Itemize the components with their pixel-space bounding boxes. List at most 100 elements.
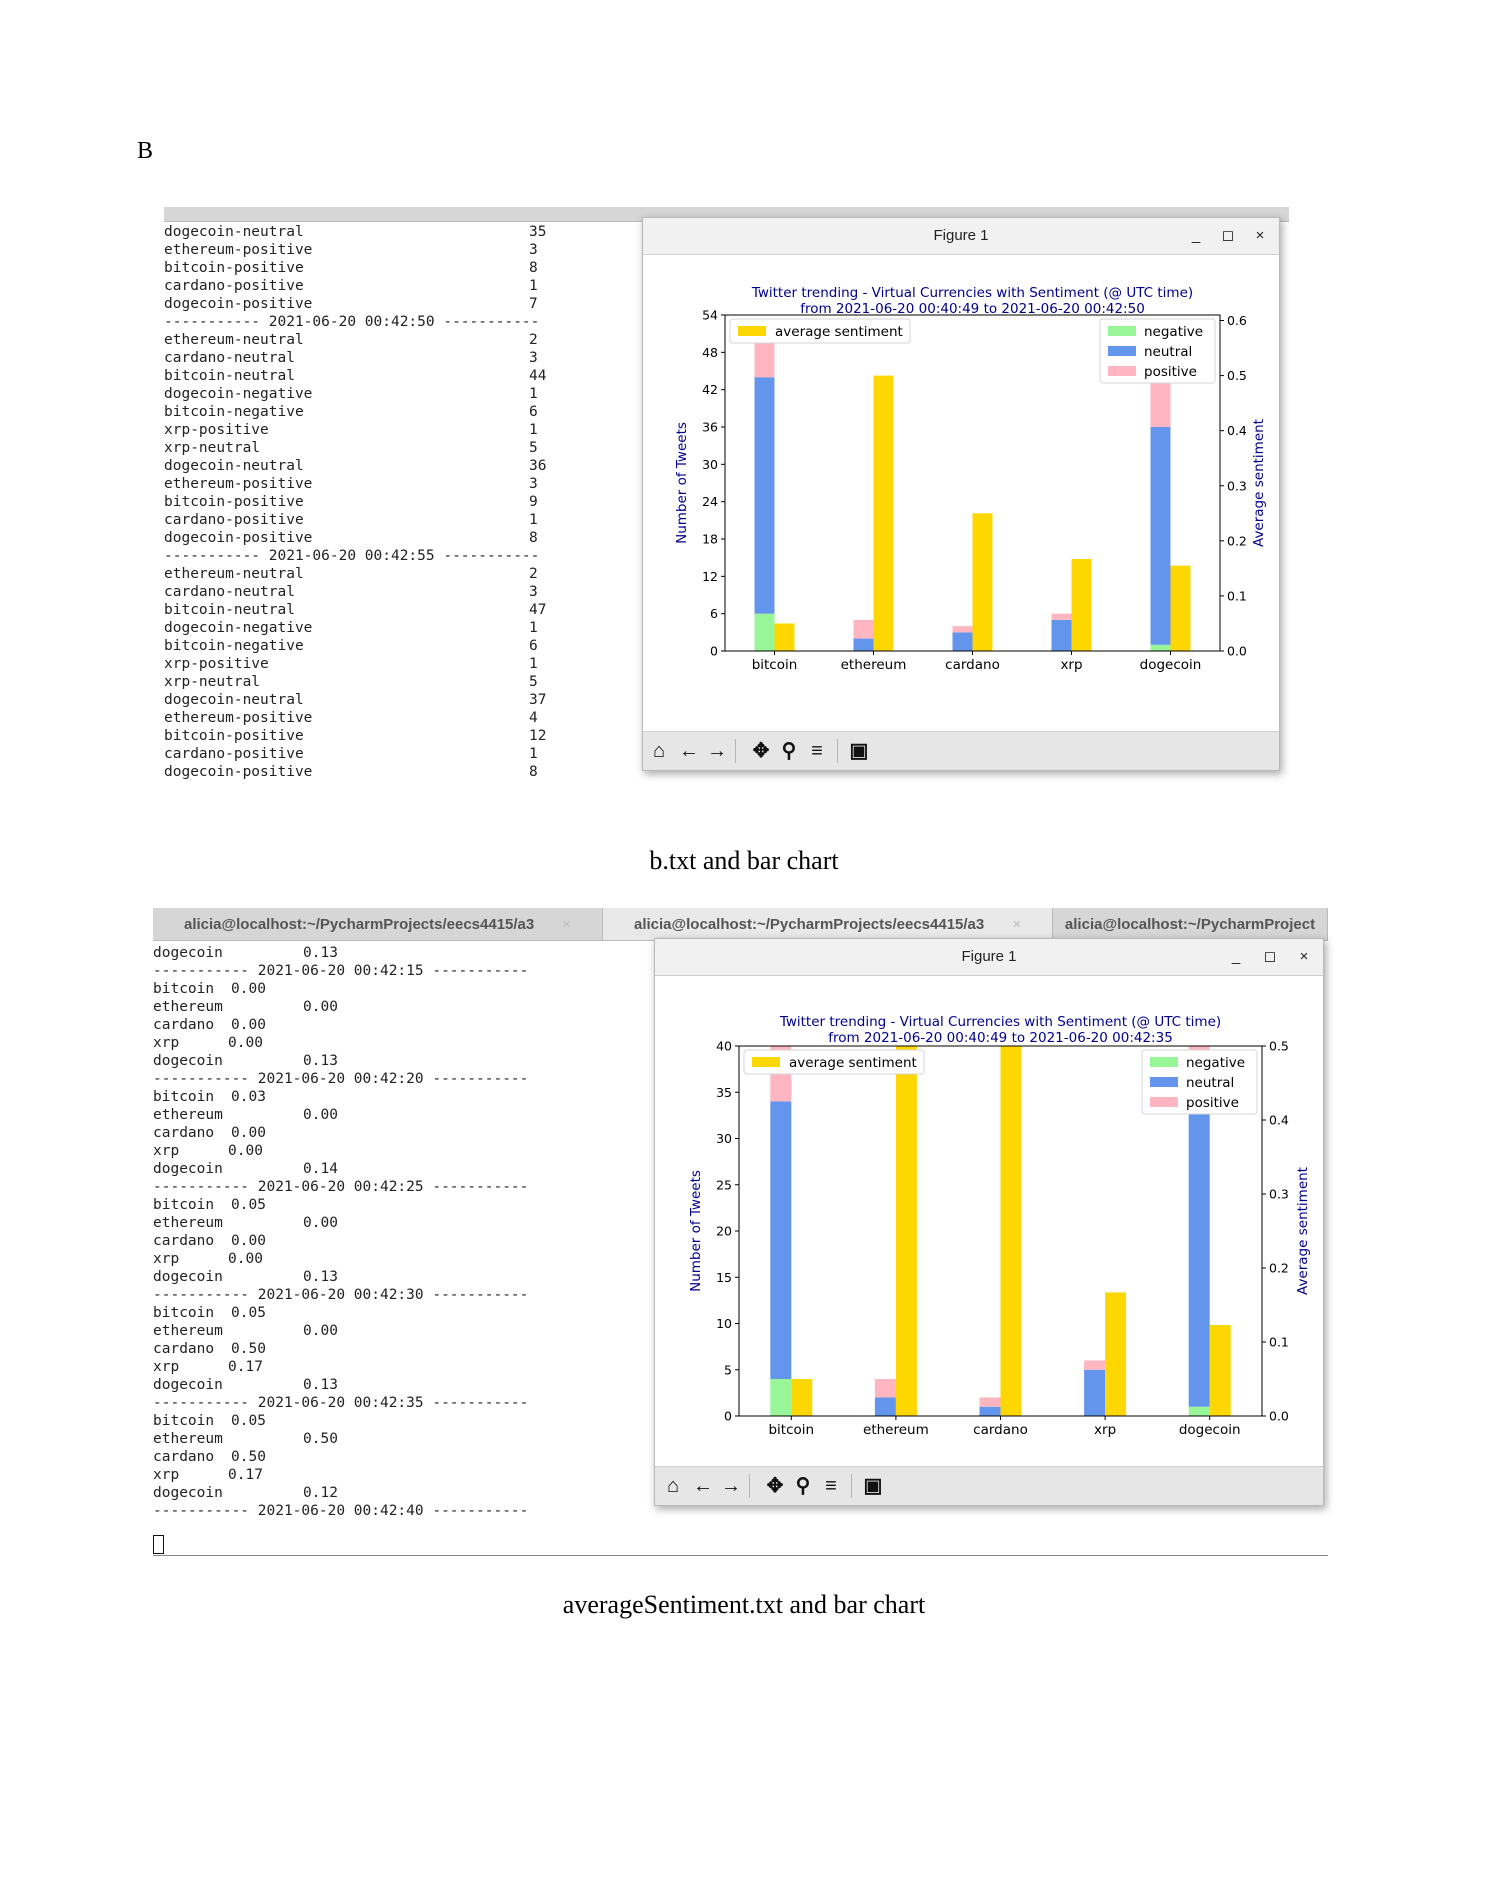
legend-label: average sentiment (789, 1055, 917, 1071)
line-value: 1 (529, 422, 538, 438)
terminal-line: dogecoin 0.13 (153, 944, 528, 962)
terminal-line: ----------- 2021-06-20 00:42:40 --------… (153, 1502, 528, 1520)
plot-area (754, 327, 1191, 651)
save-icon[interactable]: ▣ (849, 740, 869, 762)
back-arrow-icon[interactable]: ← (679, 740, 699, 762)
y2-tick-label: 0.2 (1269, 1261, 1289, 1276)
section-label: B (137, 138, 154, 164)
minimize-button[interactable]: _ (1231, 948, 1241, 965)
close-button[interactable]: × (1255, 227, 1265, 244)
forward-arrow-icon[interactable]: → (707, 740, 727, 762)
line-label: cardano (153, 1233, 215, 1249)
tab-title: alicia@localhost:~/PycharmProject (1064, 915, 1316, 933)
configure-subplots-icon[interactable]: ≡ (825, 1475, 837, 1497)
bar-positive-dogecoin (1150, 377, 1171, 427)
caption-average-sentiment: averageSentiment.txt and bar chart (562, 1590, 926, 1619)
tab-close-icon[interactable]: × (562, 915, 571, 933)
line-label: bitcoin-positive (164, 260, 304, 276)
terminal-line: ethereum 0.00 (153, 1214, 528, 1232)
line-label: ethereum-positive (164, 710, 313, 726)
line-label: cardano (153, 1449, 215, 1465)
line-value: 5 (529, 674, 538, 690)
bar-positive-cardano (979, 1397, 1001, 1407)
x-tick-label: dogecoin (1179, 1422, 1241, 1438)
legend-swatch-positive (1150, 1097, 1178, 1107)
bar-average-sentiment-xrp (1105, 1292, 1127, 1416)
line-label: dogecoin-positive (164, 764, 313, 780)
line-label: dogecoin (153, 1377, 223, 1393)
line-value: 1 (529, 656, 538, 672)
pan-icon[interactable]: ✥ (752, 740, 770, 762)
line-value: 0.03 (231, 1089, 266, 1105)
line-label: bitcoin-negative (164, 638, 304, 654)
terminal-tab[interactable]: alicia@localhost:~/PycharmProjects/eecs4… (153, 908, 603, 940)
terminal-line: cardano 0.50 (153, 1340, 528, 1358)
terminal-line: ethereum-positive 3 (164, 475, 539, 493)
terminal-line: bitcoin-positive 8 (164, 259, 539, 277)
terminal-line: ----------- 2021-06-20 00:42:20 --------… (153, 1070, 528, 1088)
maximize-button[interactable]: ◻ (1221, 227, 1235, 244)
line-label: ----------- 2021-06-20 00:42:30 --------… (153, 1287, 529, 1303)
legend-average: average sentiment (729, 318, 911, 344)
x-tick-label: ethereum (841, 657, 907, 673)
tab-title: alicia@localhost:~/PycharmProjects/eecs4… (633, 915, 985, 933)
zoom-icon[interactable]: ⚲ (795, 1475, 811, 1497)
line-value: 0.14 (303, 1161, 338, 1177)
line-label: xrp-positive (164, 422, 269, 438)
y-tick-label: 42 (702, 382, 718, 397)
y-tick-label: 35 (716, 1085, 732, 1100)
y2-tick-label: 0.5 (1227, 368, 1247, 383)
y-tick-label: 6 (710, 606, 718, 621)
home-icon[interactable]: ⌂ (666, 1475, 680, 1497)
chart-subtitle: from 2021-06-20 00:40:49 to 2021-06-20 0… (828, 1030, 1173, 1046)
line-value: 8 (529, 764, 538, 780)
figure-toolbar: ⌂ ← → ✥ ⚲ ≡ ▣ (643, 731, 1279, 770)
legend-sentiment: negative neutral positive (1099, 318, 1216, 384)
legend-box (729, 318, 911, 344)
line-label: ethereum-neutral (164, 332, 304, 348)
tab-close-icon[interactable]: × (1012, 915, 1021, 933)
configure-subplots-icon[interactable]: ≡ (811, 740, 823, 762)
close-button[interactable]: × (1299, 948, 1309, 965)
line-label: xrp-positive (164, 656, 269, 672)
home-icon[interactable]: ⌂ (652, 740, 666, 762)
terminal-line: ethereum 0.00 (153, 1106, 528, 1124)
save-icon[interactable]: ▣ (863, 1475, 883, 1497)
pan-icon[interactable]: ✥ (766, 1475, 784, 1497)
terminal-line: bitcoin 0.05 (153, 1304, 528, 1322)
line-label: ----------- 2021-06-20 00:42:25 --------… (153, 1179, 529, 1195)
line-value: 0.00 (228, 1251, 263, 1267)
forward-arrow-icon[interactable]: → (721, 1475, 741, 1497)
terminal-tab[interactable]: alicia@localhost:~/PycharmProject (1053, 908, 1328, 940)
y-axis-label: Number of Tweets (688, 1170, 704, 1292)
zoom-icon[interactable]: ⚲ (781, 740, 797, 762)
line-label: dogecoin-neutral (164, 458, 304, 474)
terminal-line: ethereum-positive 3 (164, 241, 539, 259)
line-label: ----------- 2021-06-20 00:42:35 --------… (153, 1395, 529, 1411)
back-arrow-icon[interactable]: ← (693, 1475, 713, 1497)
line-label: bitcoin (153, 1197, 215, 1213)
bar-positive-ethereum (874, 1379, 896, 1398)
line-label: dogecoin-neutral (164, 692, 304, 708)
window-title: Figure 1 (643, 218, 1279, 255)
figure-window-top: Figure 1 _ ◻ × Twitter trending - Virtua… (642, 217, 1280, 771)
line-value: 8 (529, 260, 538, 276)
y-tick-label: 0 (724, 1409, 732, 1424)
terminal-line: ----------- 2021-06-20 00:42:25 --------… (153, 1178, 528, 1196)
y-tick-label: 48 (702, 345, 718, 360)
terminal-line: xrp-positive 1 (164, 655, 539, 673)
maximize-button[interactable]: ◻ (1263, 948, 1277, 965)
bar-negative-bitcoin (754, 613, 775, 651)
terminal-tab[interactable]: alicia@localhost:~/PycharmProjects/eecs4… (603, 908, 1053, 940)
line-label: cardano-positive (164, 278, 304, 294)
terminal-line: cardano-neutral 3 (164, 349, 539, 367)
terminal-b-txt: dogecoin-neutral 35 ethereum-positive 3 bitc… (164, 223, 546, 781)
line-value: 44 (529, 368, 547, 384)
minimize-button[interactable]: _ (1191, 227, 1201, 244)
terminal-average-sentiment: dogecoin 0.13 ----------- 2021-06-20 00:42… (153, 944, 528, 1520)
line-value: 0.50 (231, 1449, 266, 1465)
line-value: 3 (529, 242, 538, 258)
line-value: 7 (529, 296, 538, 312)
legend-label: neutral (1144, 344, 1192, 360)
legend-swatch-neutral (1150, 1077, 1178, 1087)
